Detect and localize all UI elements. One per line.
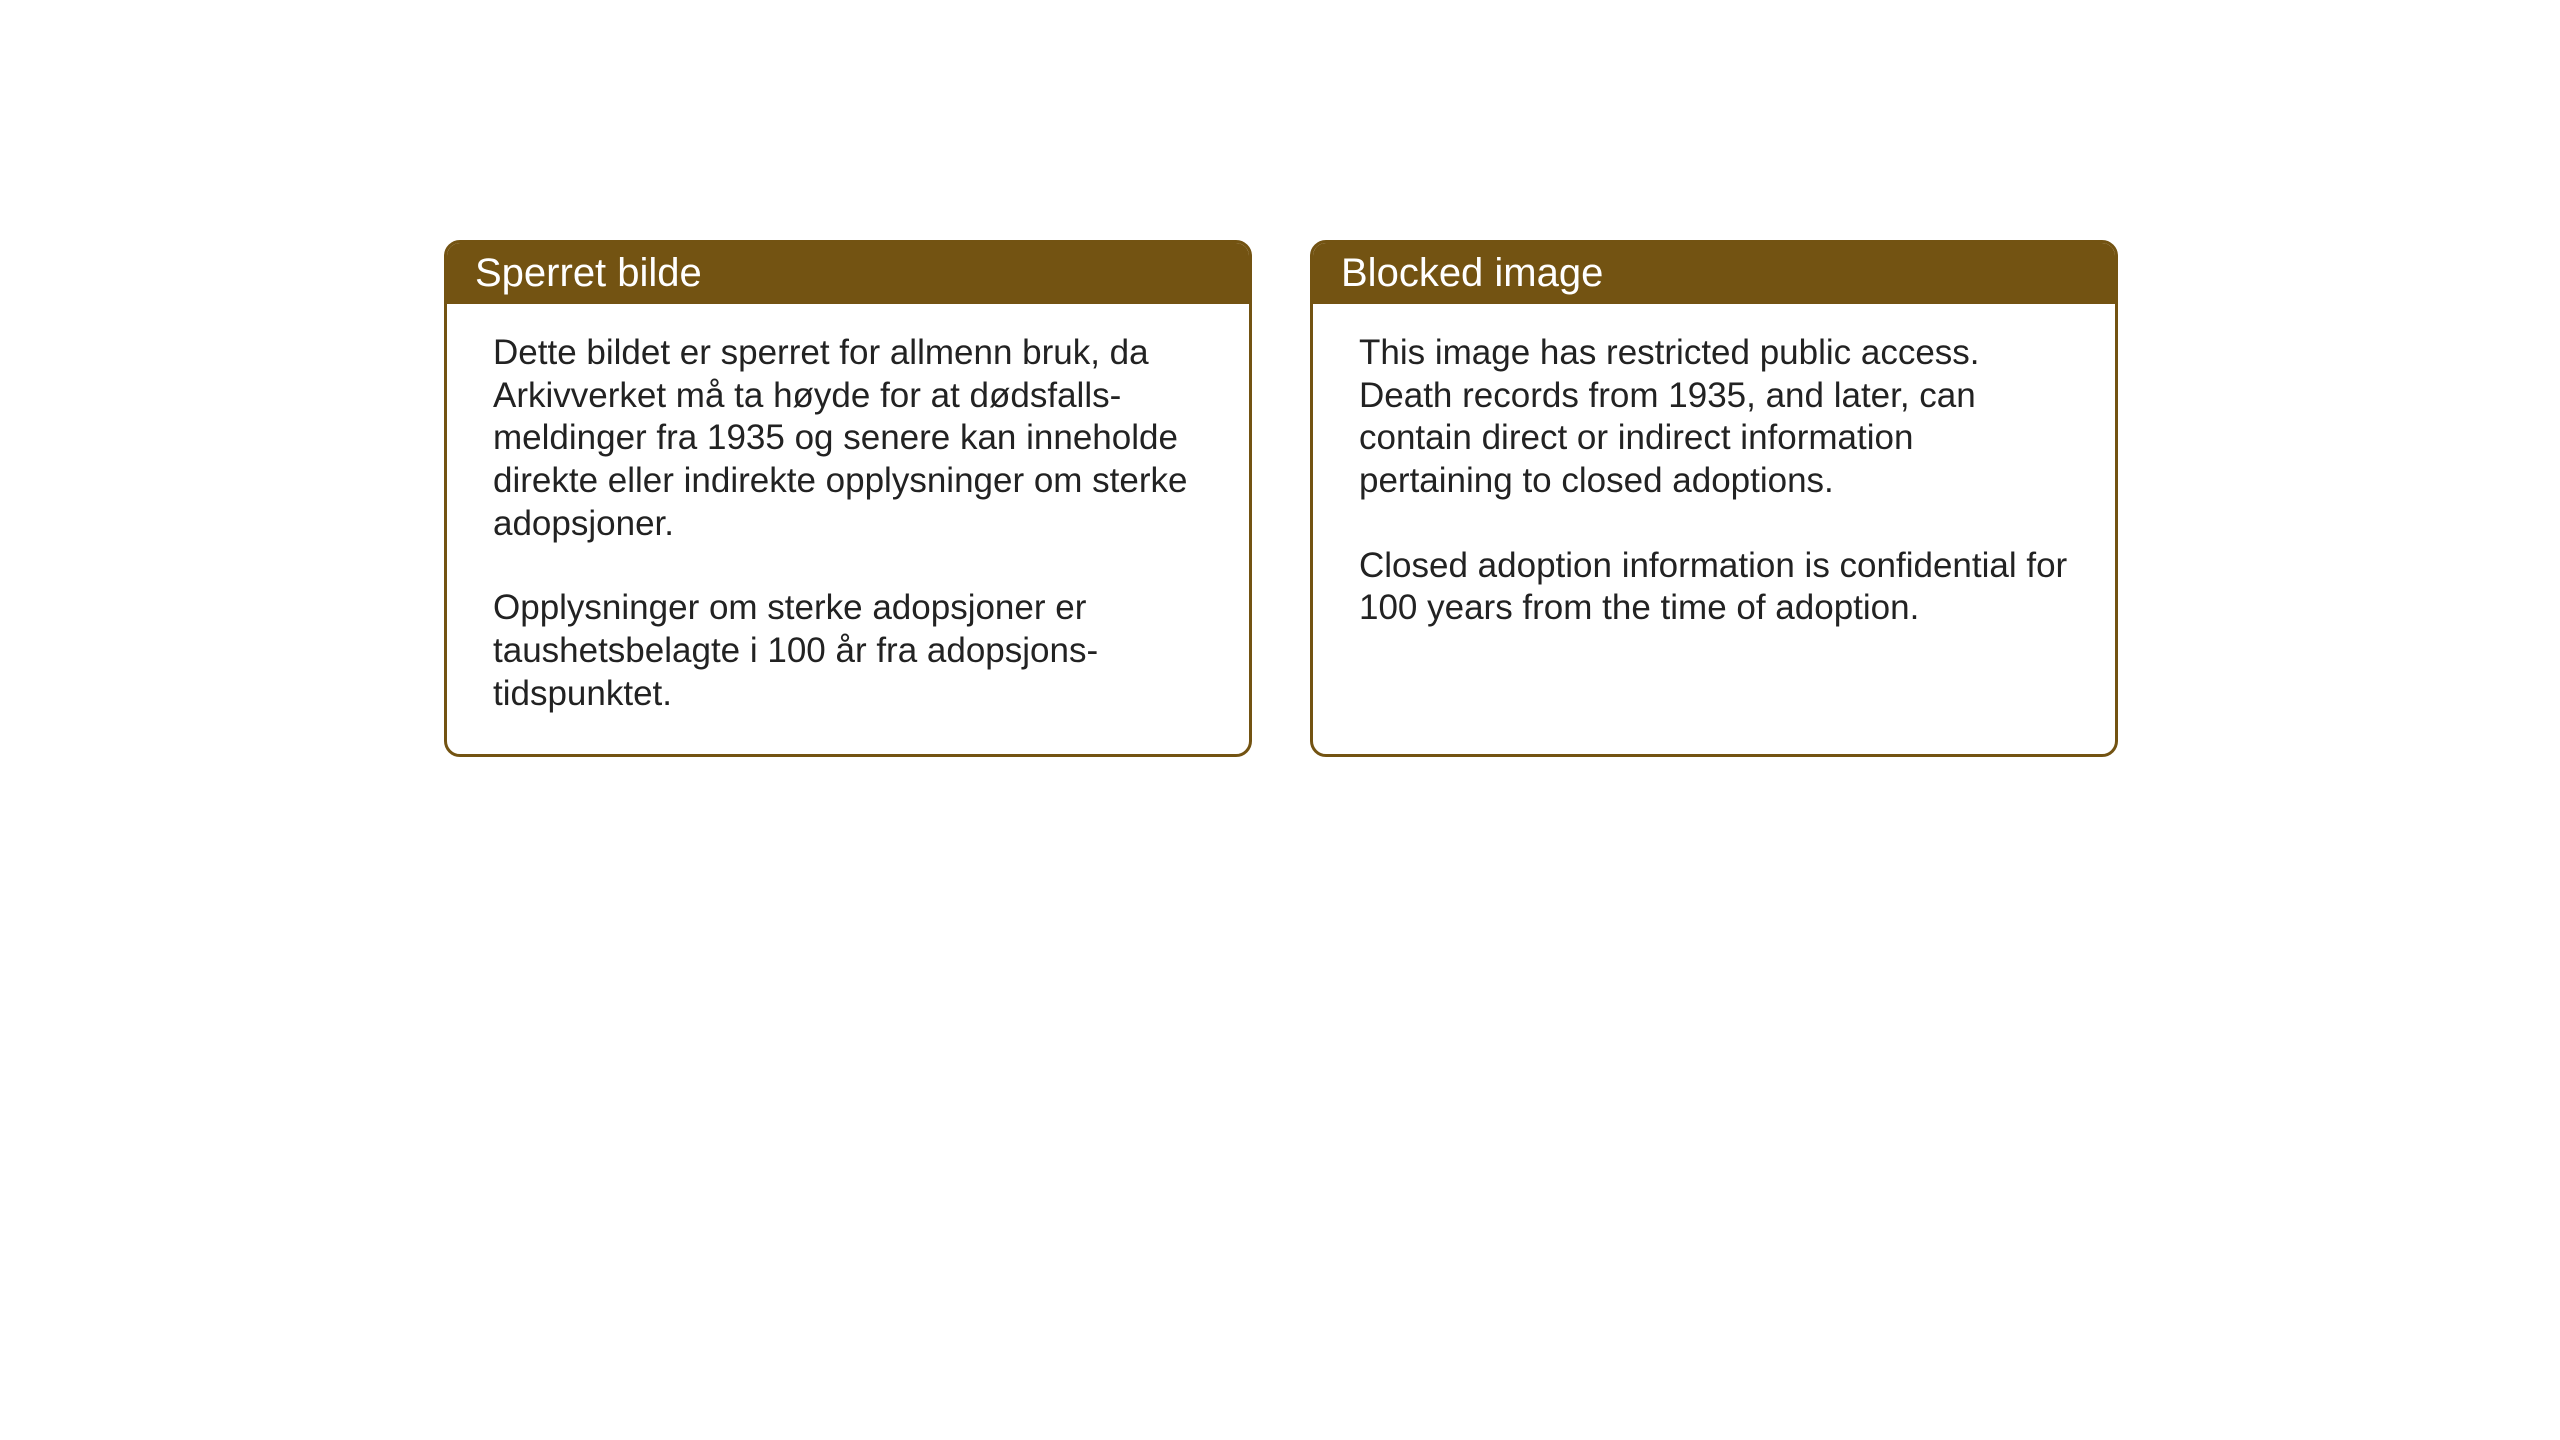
norwegian-paragraph-2: Opplysninger om sterke adopsjoner er tau…	[493, 587, 1203, 715]
english-card-title: Blocked image	[1313, 243, 2115, 304]
norwegian-card-body: Dette bildet er sperret for allmenn bruk…	[447, 304, 1249, 754]
english-paragraph-2: Closed adoption information is confident…	[1359, 545, 2069, 630]
english-paragraph-1: This image has restricted public access.…	[1359, 332, 2069, 503]
english-card-body: This image has restricted public access.…	[1313, 304, 2115, 710]
norwegian-notice-card: Sperret bilde Dette bildet er sperret fo…	[444, 240, 1252, 757]
english-notice-card: Blocked image This image has restricted …	[1310, 240, 2118, 757]
norwegian-card-title: Sperret bilde	[447, 243, 1249, 304]
norwegian-paragraph-1: Dette bildet er sperret for allmenn bruk…	[493, 332, 1203, 545]
notice-container: Sperret bilde Dette bildet er sperret fo…	[444, 240, 2118, 757]
